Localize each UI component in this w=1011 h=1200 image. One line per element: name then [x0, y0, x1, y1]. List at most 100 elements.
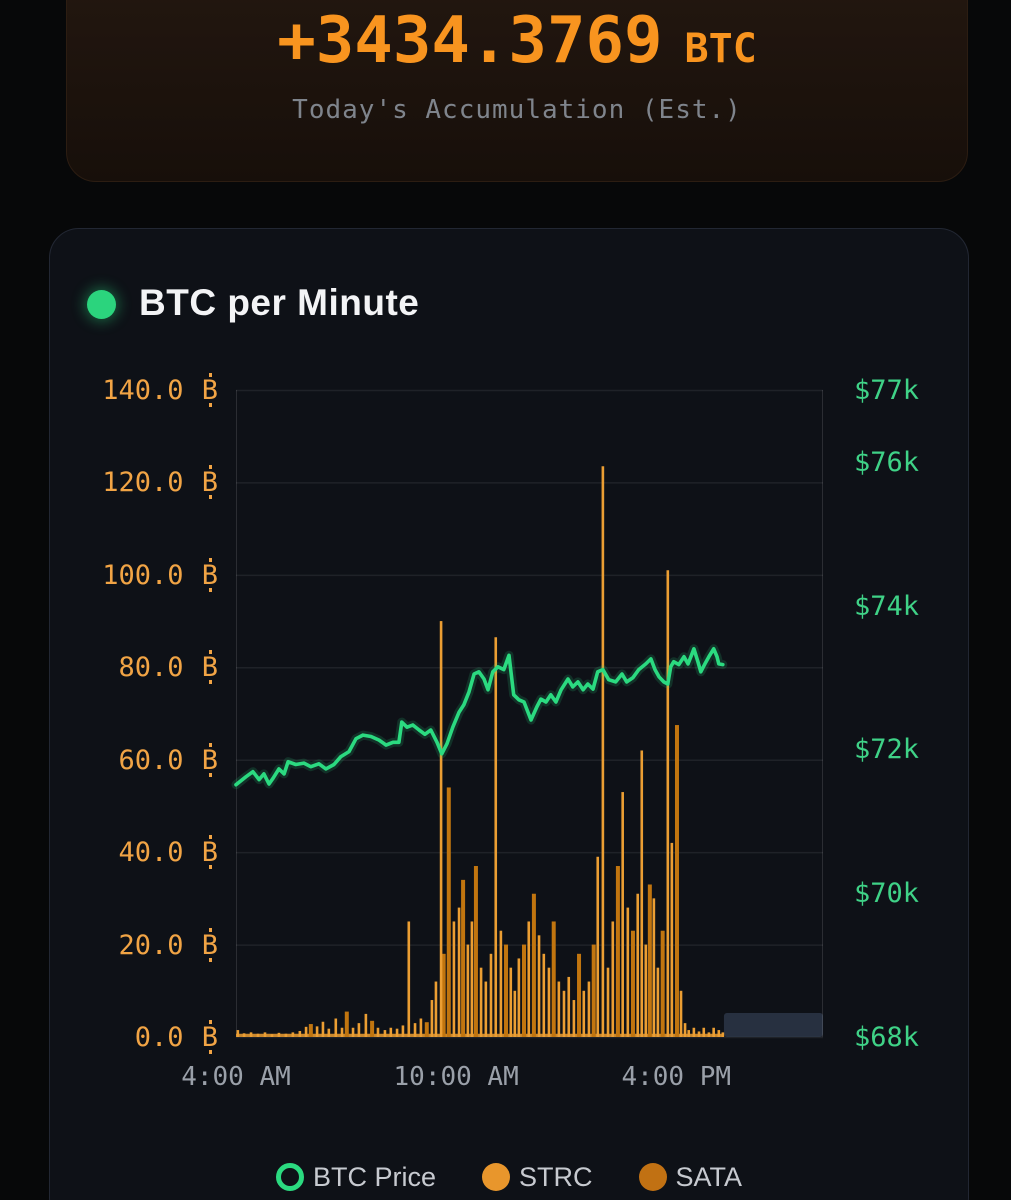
bar-strc — [587, 981, 591, 1037]
bar-strc — [263, 1032, 267, 1037]
bar-strc — [562, 990, 566, 1037]
bar-sata — [446, 787, 451, 1037]
accumulation-unit: BTC — [684, 26, 757, 72]
bitcoin-symbol: B — [201, 373, 218, 407]
bar-strc — [479, 967, 483, 1037]
bar-strc — [364, 1013, 368, 1037]
left-axis-tick: 0.0 B — [134, 1020, 218, 1054]
bar-strc — [596, 856, 600, 1037]
recent-range-band — [723, 1012, 823, 1037]
bar-strc — [513, 990, 517, 1037]
chart-title: BTC per Minute — [139, 282, 420, 323]
bar-strc — [707, 1032, 711, 1037]
bar-strc — [236, 1030, 240, 1037]
x-axis-tick: 10:00 AM — [393, 1062, 519, 1092]
left-axis-tick: 60.0 B — [118, 742, 218, 777]
bar-strc — [717, 1030, 721, 1037]
legend-label: SATA — [675, 1161, 743, 1192]
legend-item-btc-price[interactable]: BTC Price — [275, 1161, 436, 1193]
bar-strc — [351, 1027, 355, 1037]
bitcoin-symbol: B — [201, 465, 218, 500]
bar-sata — [521, 944, 526, 1037]
bar-strc — [557, 981, 561, 1037]
chart-canvas[interactable] — [231, 389, 823, 1039]
legend-item-strc[interactable]: STRC — [482, 1162, 593, 1193]
bar-sata — [441, 953, 446, 1037]
bitcoin-symbol: B — [201, 1020, 218, 1054]
bar-strc — [327, 1028, 331, 1037]
bar-strc — [499, 930, 503, 1037]
x-axis-tick: 4:00 PM — [621, 1062, 732, 1092]
bar-strc — [542, 953, 546, 1037]
bar-sata — [647, 884, 652, 1037]
bar-strc — [242, 1033, 246, 1037]
bar-strc — [640, 750, 644, 1037]
bitcoin-symbol: B — [201, 927, 218, 962]
bar-strc — [547, 967, 551, 1037]
bar-strc — [712, 1027, 715, 1037]
bar-strc — [291, 1032, 295, 1037]
bar-strc — [470, 921, 474, 1037]
plot-area[interactable] — [231, 389, 823, 1039]
bar-sata — [473, 866, 478, 1037]
bar-strc — [572, 1000, 576, 1037]
bar-strc — [249, 1032, 253, 1037]
bar-strc — [430, 1000, 434, 1037]
bar-strc — [683, 1023, 687, 1037]
bar-strc — [395, 1028, 399, 1037]
bar-strc — [466, 944, 470, 1037]
right-axis-tick: $74k — [854, 590, 920, 622]
bar-strc — [509, 967, 513, 1037]
bar-sata — [344, 1011, 349, 1037]
left-axis-tick: 40.0 B — [118, 835, 218, 870]
bar-strc — [679, 990, 683, 1037]
bar-sata — [674, 725, 679, 1037]
bar-strc — [321, 1021, 325, 1037]
bar-sata — [504, 944, 509, 1037]
bar-sata — [660, 930, 665, 1037]
bar-strc — [567, 976, 571, 1037]
bar-strc — [270, 1034, 274, 1037]
bar-strc — [601, 466, 605, 1038]
left-axis-tick: 120.0 B — [102, 465, 218, 500]
bar-strc — [357, 1023, 361, 1037]
accumulation-value: +3434.3769 — [277, 4, 663, 78]
bar-strc — [277, 1032, 281, 1037]
legend-item-sata[interactable]: SATA — [638, 1161, 743, 1193]
live-status-dot-icon — [87, 290, 116, 319]
bar-strc — [256, 1033, 260, 1037]
left-axis-tick: 80.0 B — [118, 650, 218, 685]
bar-strc — [334, 1018, 338, 1037]
bar-strc — [340, 1027, 344, 1037]
bar-strc — [644, 944, 648, 1037]
bar-strc — [439, 621, 443, 1037]
bar-sata — [424, 1022, 429, 1037]
bar-strc — [656, 967, 660, 1037]
bar-sata — [577, 953, 582, 1037]
bar-strc — [389, 1027, 393, 1037]
bar-strc — [517, 958, 521, 1037]
bar-strc — [666, 570, 670, 1037]
bar-strc — [315, 1026, 319, 1037]
bar-strc — [582, 990, 586, 1037]
bar-strc — [419, 1018, 423, 1037]
bar-sata — [615, 866, 620, 1037]
legend-label: BTC Price — [312, 1161, 436, 1192]
bar-strc — [652, 898, 656, 1037]
bar-strc — [670, 842, 674, 1037]
bar-sata — [630, 930, 635, 1037]
bar-strc — [434, 981, 438, 1037]
x-axis-tick: 4:00 AM — [181, 1062, 291, 1092]
bar-strc — [407, 921, 411, 1037]
bar-strc — [489, 953, 493, 1037]
right-axis-tick: $70k — [854, 878, 920, 910]
bar-strc — [457, 907, 461, 1037]
accumulation-row: +3434.3769 BTC — [67, 9, 967, 73]
bar-strc — [626, 907, 630, 1037]
bitcoin-symbol: B — [201, 557, 218, 592]
bar-sata — [370, 1020, 375, 1037]
bar-strc — [413, 1023, 417, 1037]
bar-sata — [461, 879, 466, 1037]
bar-strc — [298, 1030, 302, 1037]
